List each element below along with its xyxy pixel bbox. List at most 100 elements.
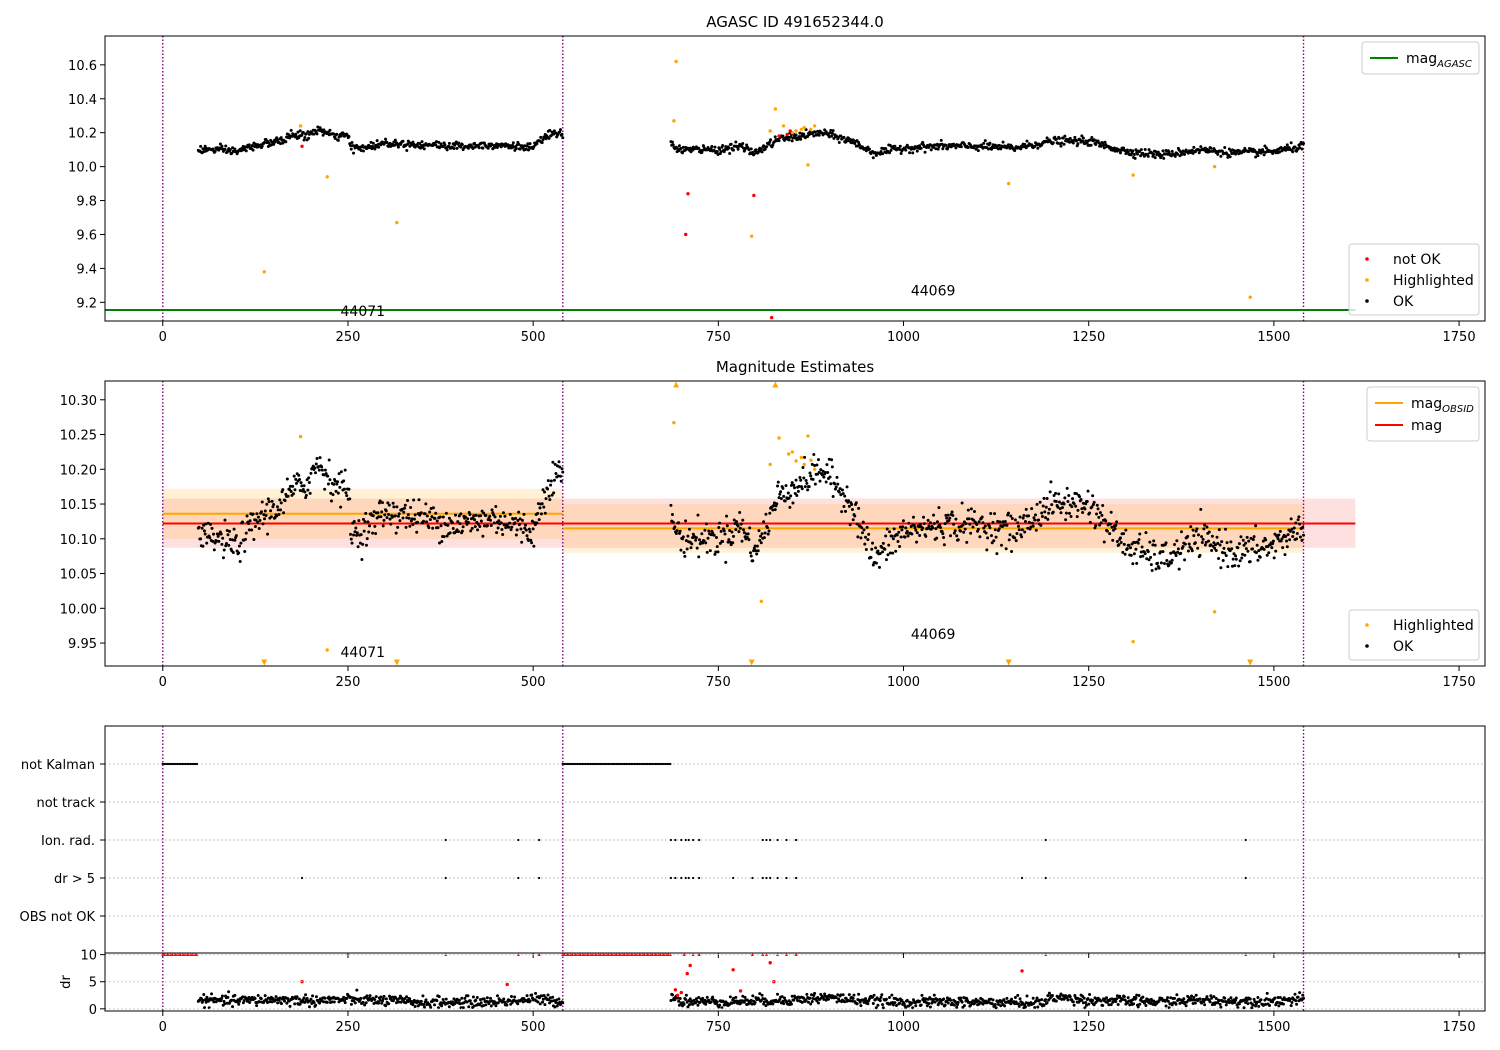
data-point	[911, 515, 915, 519]
flag-point	[602, 762, 605, 766]
data-point	[543, 511, 547, 515]
data-point	[695, 546, 699, 550]
data-point	[860, 531, 864, 535]
data-point	[881, 1003, 885, 1007]
clipped-dr-point	[794, 953, 798, 956]
flag-point	[633, 762, 636, 766]
data-point	[1173, 542, 1177, 546]
data-point	[862, 528, 866, 532]
data-point	[329, 491, 333, 495]
data-point	[304, 993, 308, 997]
data-point	[1017, 1002, 1021, 1006]
data-point	[959, 996, 963, 1000]
data-point	[298, 489, 302, 493]
flag-point	[665, 762, 669, 766]
data-point	[1298, 146, 1302, 150]
data-point	[1221, 558, 1225, 562]
data-point	[306, 488, 310, 492]
data-point	[1223, 996, 1227, 1000]
data-point	[396, 525, 400, 529]
data-point	[899, 535, 903, 539]
data-point	[519, 527, 523, 531]
data-point	[1142, 154, 1146, 158]
data-point	[1047, 507, 1051, 511]
data-point	[888, 530, 892, 534]
data-point	[918, 534, 922, 538]
flag-point	[638, 762, 641, 766]
data-point	[1081, 1001, 1085, 1005]
data-point	[701, 148, 705, 152]
data-point	[925, 1001, 929, 1005]
data-point	[759, 147, 763, 151]
data-point	[495, 142, 499, 146]
flag-point	[568, 762, 571, 766]
data-point	[302, 996, 306, 1000]
data-point	[1036, 146, 1040, 150]
data-point	[342, 487, 346, 491]
data-point	[371, 141, 375, 145]
data-point	[1084, 1000, 1088, 1004]
data-point	[221, 556, 225, 560]
data-point	[1302, 142, 1306, 146]
data-point	[1073, 135, 1077, 139]
data-point	[1023, 1005, 1027, 1009]
data-point	[681, 535, 685, 539]
data-point	[336, 138, 340, 142]
data-point	[762, 144, 766, 148]
data-point	[361, 1000, 365, 1004]
data-point	[799, 127, 803, 132]
data-point	[802, 132, 806, 136]
clipped-high-marker	[673, 381, 680, 388]
data-point	[215, 539, 219, 543]
data-point	[1071, 141, 1075, 145]
data-point	[1004, 547, 1008, 551]
data-point	[1173, 996, 1177, 1000]
data-point	[520, 144, 524, 148]
data-point	[523, 523, 527, 527]
data-point	[1207, 539, 1211, 543]
legend-marker	[1365, 623, 1369, 627]
data-point	[521, 530, 525, 534]
data-point	[1229, 996, 1233, 1000]
data-point	[1232, 552, 1236, 556]
data-point	[311, 994, 315, 998]
data-point	[1212, 610, 1217, 614]
data-point	[1033, 518, 1037, 522]
data-point	[959, 145, 963, 149]
data-point	[473, 518, 477, 522]
data-point	[993, 528, 997, 532]
data-point	[1054, 137, 1058, 141]
data-point	[1186, 549, 1190, 553]
data-point	[1207, 150, 1211, 154]
data-point	[1124, 528, 1128, 532]
flag-point	[615, 762, 618, 766]
data-point	[792, 483, 796, 487]
data-point	[510, 525, 514, 529]
data-point	[1234, 557, 1238, 561]
data-point	[494, 504, 498, 508]
data-point	[263, 140, 267, 144]
data-point	[411, 522, 415, 526]
flag-point	[589, 762, 592, 766]
data-point	[829, 128, 833, 132]
data-point	[1209, 994, 1213, 998]
legend-box	[1361, 41, 1480, 75]
data-point	[687, 527, 691, 531]
data-point	[753, 544, 757, 548]
flag-point	[628, 762, 631, 766]
flag-point	[636, 762, 639, 766]
data-point	[1030, 143, 1034, 147]
data-point	[498, 514, 502, 518]
data-point	[1173, 154, 1177, 158]
data-point	[335, 482, 339, 486]
data-point	[865, 525, 869, 529]
data-point	[1170, 558, 1174, 562]
data-point	[878, 999, 882, 1003]
data-point	[755, 544, 759, 548]
data-point	[672, 421, 676, 425]
data-point	[818, 479, 822, 483]
data-point	[1292, 526, 1296, 530]
data-point	[783, 499, 787, 503]
data-point	[782, 1002, 786, 1006]
